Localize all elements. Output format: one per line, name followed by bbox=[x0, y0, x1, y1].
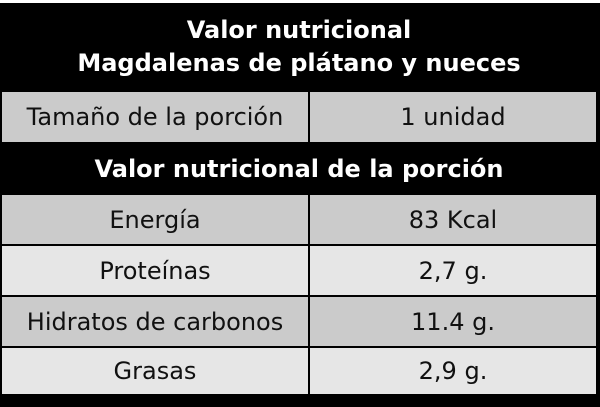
row-value: 2,9 g. bbox=[310, 348, 596, 394]
title-line-1: Valor nutricional bbox=[186, 16, 412, 44]
nutrition-table: Valor nutricional Magdalenas de plátano … bbox=[2, 4, 596, 394]
row-label: Hidratos de carbonos bbox=[2, 297, 308, 346]
row-value: 2,7 g. bbox=[310, 246, 596, 295]
title-line-2: Magdalenas de plátano y nueces bbox=[77, 49, 521, 77]
serving-label: Tamaño de la porción bbox=[2, 92, 308, 142]
row-value: 11.4 g. bbox=[310, 297, 596, 346]
serving-value: 1 unidad bbox=[310, 92, 596, 142]
table-title: Valor nutricional Magdalenas de plátano … bbox=[2, 4, 596, 90]
row-label: Energía bbox=[2, 195, 308, 244]
table-row: Hidratos de carbonos 11.4 g. bbox=[2, 297, 596, 346]
row-label: Proteínas bbox=[2, 246, 308, 295]
row-value: 83 Kcal bbox=[310, 195, 596, 244]
row-label: Grasas bbox=[2, 348, 308, 394]
table-row: Energía 83 Kcal bbox=[2, 195, 596, 244]
table-row: Proteínas 2,7 g. bbox=[2, 246, 596, 295]
table-row: Grasas 2,9 g. bbox=[2, 348, 596, 394]
section-title: Valor nutricional de la porción bbox=[2, 144, 596, 193]
serving-row: Tamaño de la porción 1 unidad bbox=[2, 92, 596, 142]
